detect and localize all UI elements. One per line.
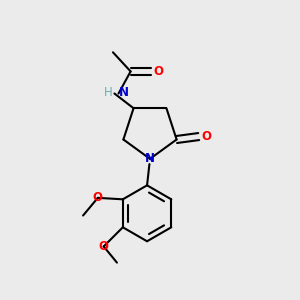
Text: H: H (104, 86, 113, 99)
Text: N: N (145, 152, 155, 165)
Text: O: O (93, 191, 103, 204)
Text: O: O (154, 65, 164, 78)
Text: O: O (99, 240, 109, 253)
Text: O: O (201, 130, 211, 143)
Text: N: N (118, 86, 128, 99)
